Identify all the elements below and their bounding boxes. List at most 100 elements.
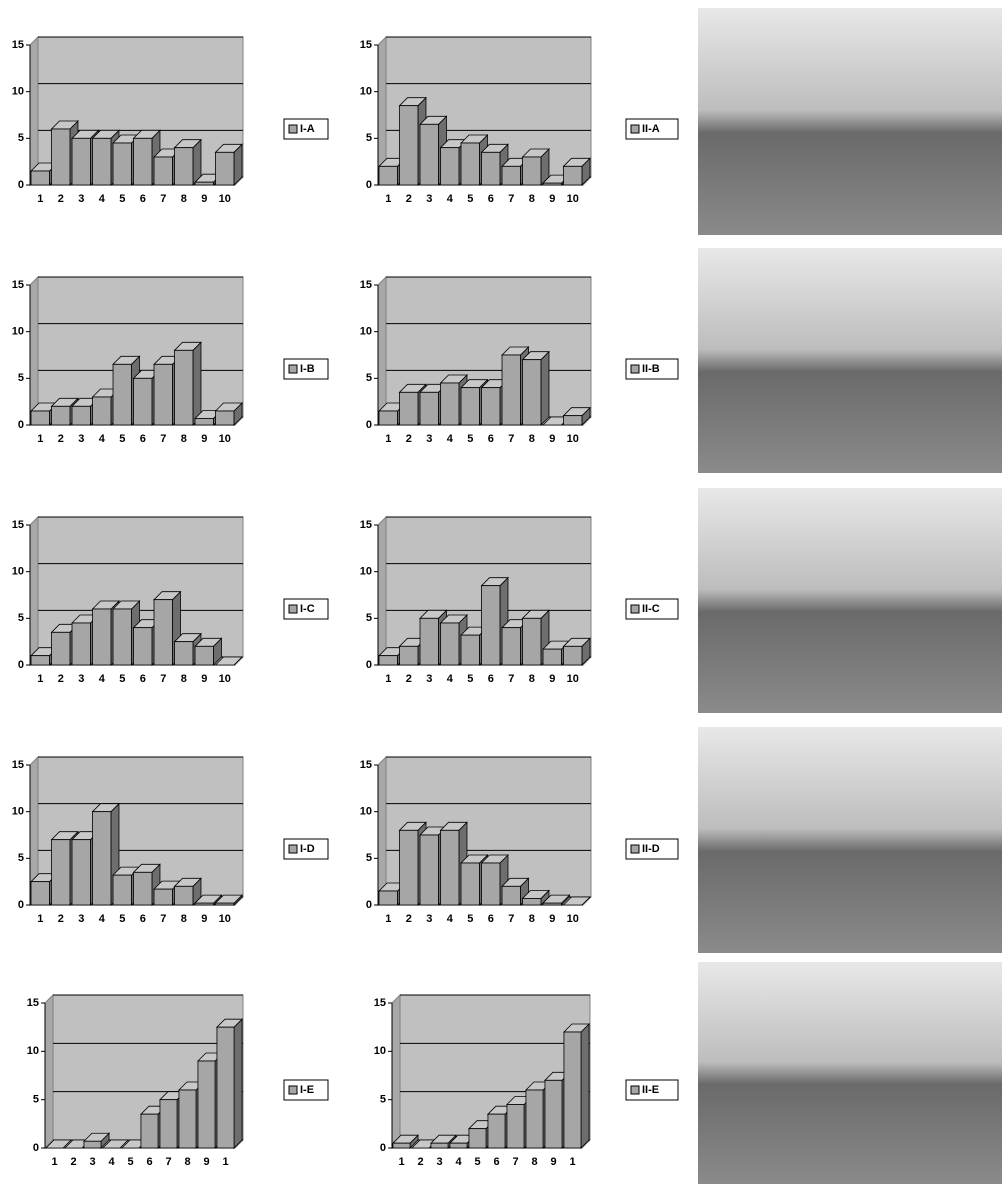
x-tick-label: 9 [549, 193, 555, 205]
y-tick-label: 0 [366, 659, 372, 671]
y-tick-label: 10 [12, 806, 24, 818]
bar [564, 646, 582, 665]
legend-swatch [289, 845, 297, 853]
y-tick-label: 10 [12, 566, 24, 578]
bar [31, 656, 49, 665]
x-tick-label: 3 [436, 1156, 442, 1168]
x-tick-label: 3 [426, 433, 432, 445]
photo [698, 962, 1002, 1184]
x-tick-label: 8 [529, 913, 535, 925]
x-tick-label: 10 [219, 193, 231, 205]
x-tick-label: 1 [37, 193, 43, 205]
bar [175, 350, 193, 425]
x-tick-label: 3 [426, 913, 432, 925]
x-tick-label: 3 [78, 913, 84, 925]
x-tick-label: 4 [447, 913, 454, 925]
x-tick-label: 8 [529, 193, 535, 205]
y-tick-label: 5 [33, 1094, 39, 1106]
y-tick-label: 10 [360, 86, 372, 98]
x-tick-label: 1 [385, 673, 391, 685]
legend-swatch [631, 365, 639, 373]
x-tick-label: 4 [99, 913, 106, 925]
bar [420, 618, 438, 665]
bar [482, 388, 500, 425]
x-tick-label: 5 [119, 913, 125, 925]
side-wall [30, 277, 38, 425]
bar [72, 138, 90, 185]
bar [564, 1032, 581, 1148]
x-tick-label: 2 [406, 913, 412, 925]
y-tick-label: 15 [27, 997, 39, 1009]
x-tick-label: 8 [181, 193, 187, 205]
x-tick-label: 3 [78, 673, 84, 685]
bar [543, 903, 561, 905]
x-tick-label: 6 [488, 433, 494, 445]
x-tick-label: 3 [78, 433, 84, 445]
bar [93, 138, 111, 185]
photo [698, 248, 1002, 473]
bar [154, 889, 172, 905]
x-tick-label: 1 [398, 1156, 404, 1168]
bar [52, 129, 70, 185]
legend-swatch [289, 605, 297, 613]
y-tick-label: 10 [374, 1045, 386, 1057]
bar [441, 830, 459, 905]
bar [52, 840, 70, 905]
bar [441, 383, 459, 425]
x-tick-label: 4 [447, 433, 454, 445]
x-tick-label: 9 [549, 913, 555, 925]
bar [154, 157, 172, 185]
bar [461, 143, 479, 185]
bar [141, 1114, 158, 1148]
bar [488, 1114, 505, 1148]
bar [175, 642, 193, 665]
bar [400, 392, 418, 425]
x-tick-label: 7 [160, 433, 166, 445]
x-tick-label: 8 [181, 673, 187, 685]
legend-label: I-A [300, 123, 315, 135]
y-tick-label: 0 [18, 179, 24, 191]
y-tick-label: 15 [360, 279, 372, 291]
bar [502, 355, 520, 425]
x-tick-label: 1 [385, 913, 391, 925]
legend-label: I-E [300, 1084, 314, 1096]
bar [134, 628, 152, 665]
x-tick-label: 2 [406, 193, 412, 205]
bar [393, 1143, 410, 1148]
y-tick-label: 10 [12, 326, 24, 338]
bar [441, 623, 459, 665]
bar [450, 1143, 467, 1148]
x-tick-label: 5 [467, 913, 473, 925]
x-tick-label: 5 [467, 193, 473, 205]
x-tick-label: 6 [146, 1156, 152, 1168]
side-wall [378, 277, 386, 425]
photo [698, 488, 1002, 713]
bar [31, 411, 49, 425]
x-tick-label: 4 [108, 1156, 115, 1168]
legend-swatch [289, 365, 297, 373]
x-tick-label: 8 [531, 1156, 537, 1168]
bar [72, 406, 90, 425]
y-tick-label: 15 [12, 759, 24, 771]
bar [216, 411, 234, 425]
y-tick-label: 10 [360, 566, 372, 578]
x-tick-label: 5 [119, 433, 125, 445]
bar [52, 632, 70, 665]
x-tick-label: 7 [508, 193, 514, 205]
x-tick-label: 10 [219, 913, 231, 925]
bar [523, 360, 541, 425]
x-tick-label: 1 [385, 193, 391, 205]
x-tick-label: 7 [508, 913, 514, 925]
x-tick-label: 8 [529, 673, 535, 685]
bar [502, 166, 520, 185]
bar [420, 124, 438, 185]
bar [154, 364, 172, 425]
y-tick-label: 5 [18, 372, 24, 384]
x-tick-label: 4 [447, 193, 454, 205]
x-tick-label: 8 [529, 433, 535, 445]
x-tick-label: 10 [567, 433, 579, 445]
bar [195, 418, 213, 425]
x-tick-label: 6 [140, 433, 146, 445]
bar [72, 623, 90, 665]
x-tick-label: 2 [406, 673, 412, 685]
